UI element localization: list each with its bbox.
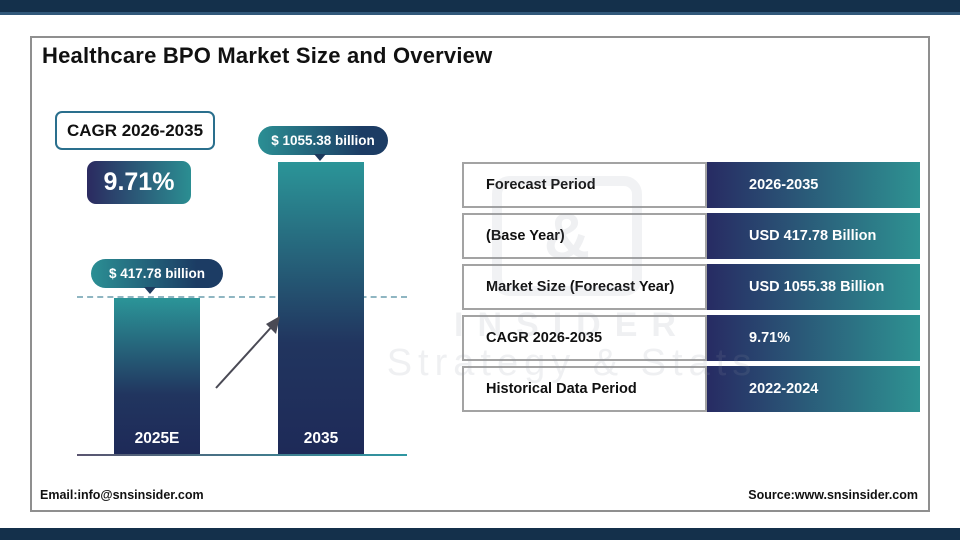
page-title: Healthcare BPO Market Size and Overview (42, 43, 493, 68)
growth-arrow-icon (215, 316, 280, 389)
bar-value-label-2035: $ 1055.38 billion (258, 126, 388, 155)
table-label-cell: CAGR 2026-2035 (462, 315, 708, 361)
cagr-value-badge: 9.71% (87, 161, 191, 204)
table-row: Forecast Period 2026-2035 (462, 162, 920, 208)
bar-category-label: 2035 (303, 430, 339, 447)
table-row: CAGR 2026-2035 9.71% (462, 315, 920, 361)
bar-2025e: 2025E (114, 298, 200, 454)
pill-pointer-icon (314, 154, 326, 161)
bar-2035: 2035 (278, 162, 364, 454)
pill-pointer-icon (144, 287, 156, 294)
content-frame: Healthcare BPO Market Size and Overview … (30, 36, 930, 512)
table-row: Market Size (Forecast Year) USD 1055.38 … (462, 264, 920, 310)
table-value-cell: 9.71% (707, 315, 920, 361)
footer-source: Source:www.snsinsider.com (748, 488, 918, 502)
footer-email: Email:info@snsinsider.com (40, 488, 204, 502)
table-value-cell: USD 417.78 Billion (707, 213, 920, 259)
table-label-cell: Market Size (Forecast Year) (462, 264, 708, 310)
table-value-cell: 2026-2035 (707, 162, 920, 208)
table-label-cell: (Base Year) (462, 213, 708, 259)
chart-baseline (77, 454, 407, 456)
reference-dashed-line (77, 296, 407, 298)
table-value-cell: 2022-2024 (707, 366, 920, 412)
summary-table: Forecast Period 2026-2035 (Base Year) US… (462, 162, 920, 417)
table-row: (Base Year) USD 417.78 Billion (462, 213, 920, 259)
bottom-accent-band (0, 528, 960, 540)
table-label-cell: Historical Data Period (462, 366, 708, 412)
top-accent-band (0, 0, 960, 15)
bar-value-label-2025: $ 417.78 billion (91, 259, 223, 288)
bar-category-label: 2025E (134, 430, 180, 447)
table-value-cell: USD 1055.38 Billion (707, 264, 920, 310)
table-row: Historical Data Period 2022-2024 (462, 366, 920, 412)
table-label-cell: Forecast Period (462, 162, 708, 208)
cagr-period-box: CAGR 2026-2035 (55, 111, 215, 150)
